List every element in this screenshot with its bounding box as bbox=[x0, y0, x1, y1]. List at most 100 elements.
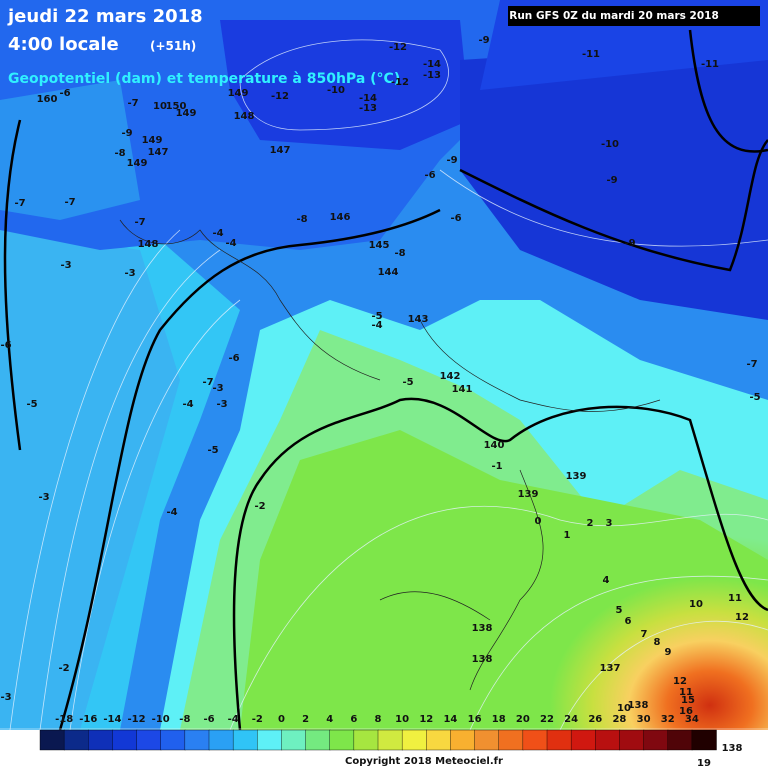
map-label: -8 bbox=[296, 214, 307, 225]
map-label: -7 bbox=[134, 217, 145, 228]
legend-swatch bbox=[63, 729, 89, 751]
legend-label: 20 bbox=[516, 714, 530, 725]
map-label: 15 bbox=[681, 695, 695, 706]
legend-label: 26 bbox=[588, 714, 602, 725]
map-label: 148 bbox=[138, 239, 159, 250]
map-label: -6 bbox=[228, 353, 239, 364]
map-label: -7 bbox=[14, 198, 25, 209]
map-label: -3 bbox=[0, 692, 11, 703]
legend-swatch bbox=[305, 729, 331, 751]
map-label: -5 bbox=[207, 445, 218, 456]
legend-swatch bbox=[281, 729, 307, 751]
legend-label: 8 bbox=[375, 714, 382, 725]
map-label: -9 bbox=[624, 238, 635, 249]
legend-swatch bbox=[595, 729, 621, 751]
legend-label: -12 bbox=[128, 714, 146, 725]
map-label: 5 bbox=[616, 605, 623, 616]
legend-swatch bbox=[619, 729, 645, 751]
map-label: 7 bbox=[641, 629, 648, 640]
legend-swatch bbox=[329, 729, 355, 751]
legend-swatch bbox=[691, 729, 717, 751]
map-label: 10 bbox=[617, 703, 631, 714]
map-label: 12 bbox=[735, 612, 749, 623]
map-label: -5 bbox=[402, 377, 413, 388]
subtitle: Geopotentiel (dam) et temperature à 850h… bbox=[8, 71, 400, 87]
map-label: 138 bbox=[628, 700, 649, 711]
map-label: 146 bbox=[330, 212, 351, 223]
map-label: -6 bbox=[59, 88, 70, 99]
map-label: 138 bbox=[472, 623, 493, 634]
map-label: -3 bbox=[60, 260, 71, 271]
map-label: 12 bbox=[673, 676, 687, 687]
map-label: 6 bbox=[625, 616, 632, 627]
map-label: -14 bbox=[423, 59, 441, 70]
map-label: -4 bbox=[371, 320, 382, 331]
legend-swatch bbox=[257, 729, 283, 751]
legend-swatch bbox=[112, 729, 138, 751]
legend-label: -8 bbox=[179, 714, 190, 725]
map-label: 147 bbox=[148, 147, 169, 158]
map-label: 147 bbox=[270, 145, 291, 156]
legend-label: 16 bbox=[468, 714, 482, 725]
legend-label: 14 bbox=[443, 714, 457, 725]
map-label: -9 bbox=[446, 155, 457, 166]
map-label: 150 bbox=[166, 101, 187, 112]
corner-value-2: 19 bbox=[697, 758, 711, 768]
map-label: -10 bbox=[327, 85, 345, 96]
map-label: -9 bbox=[121, 128, 132, 139]
map-label: 16 bbox=[679, 706, 693, 717]
map-label: 139 bbox=[566, 471, 587, 482]
map-label: 160 bbox=[37, 94, 58, 105]
map-label: 10 bbox=[689, 599, 703, 610]
map-label: 144 bbox=[378, 267, 399, 278]
map-label: 149 bbox=[142, 135, 163, 146]
map-label: 148 bbox=[234, 111, 255, 122]
map-label: 149 bbox=[176, 108, 197, 119]
legend-label: 4 bbox=[326, 714, 333, 725]
corner-value: 138 bbox=[722, 743, 743, 754]
map-label: -12 bbox=[391, 77, 409, 88]
legend-swatch bbox=[377, 729, 403, 751]
legend-swatch bbox=[184, 729, 210, 751]
map-label: -5 bbox=[749, 392, 760, 403]
map-label: 2 bbox=[587, 518, 594, 529]
map-label: -1 bbox=[491, 461, 502, 472]
legend-swatch bbox=[667, 729, 693, 751]
legend-label: -6 bbox=[203, 714, 214, 725]
legend-swatch bbox=[643, 729, 669, 751]
legend-swatch bbox=[353, 729, 379, 751]
map-label: -11 bbox=[582, 49, 600, 60]
legend-label: 10 bbox=[395, 714, 409, 725]
map-label: 0 bbox=[535, 516, 542, 527]
legend-swatch bbox=[208, 729, 234, 751]
map-label: -4 bbox=[166, 507, 177, 518]
map-label: -3 bbox=[212, 383, 223, 394]
map-label: -3 bbox=[38, 492, 49, 503]
map-label: -8 bbox=[114, 148, 125, 159]
map-label: -5 bbox=[26, 399, 37, 410]
date: jeudi 22 mars 2018 bbox=[7, 6, 203, 27]
legend-swatch bbox=[546, 729, 572, 751]
map-label: -8 bbox=[394, 248, 405, 259]
run-banner bbox=[508, 6, 760, 26]
map-label: -4 bbox=[212, 228, 223, 239]
map-label: 138 bbox=[472, 654, 493, 665]
map-label: -7 bbox=[746, 359, 757, 370]
coastlines bbox=[119, 219, 661, 691]
map-label: -12 bbox=[271, 91, 289, 102]
legend-swatch bbox=[88, 729, 114, 751]
map-label: -9 bbox=[606, 175, 617, 186]
map-label: -7 bbox=[202, 377, 213, 388]
time: 4:00 locale bbox=[8, 34, 119, 55]
map-label: 149 bbox=[228, 88, 249, 99]
map-label: 139 bbox=[518, 489, 539, 500]
map-label: 4 bbox=[603, 575, 610, 586]
legend-swatch bbox=[136, 729, 162, 751]
run-info: Run GFS 0Z du mardi 20 mars 2018 bbox=[509, 10, 719, 22]
legend-label: 22 bbox=[540, 714, 554, 725]
legend-label: 30 bbox=[637, 714, 651, 725]
lead-time: (+51h) bbox=[150, 39, 196, 53]
map-label: 145 bbox=[369, 240, 390, 251]
